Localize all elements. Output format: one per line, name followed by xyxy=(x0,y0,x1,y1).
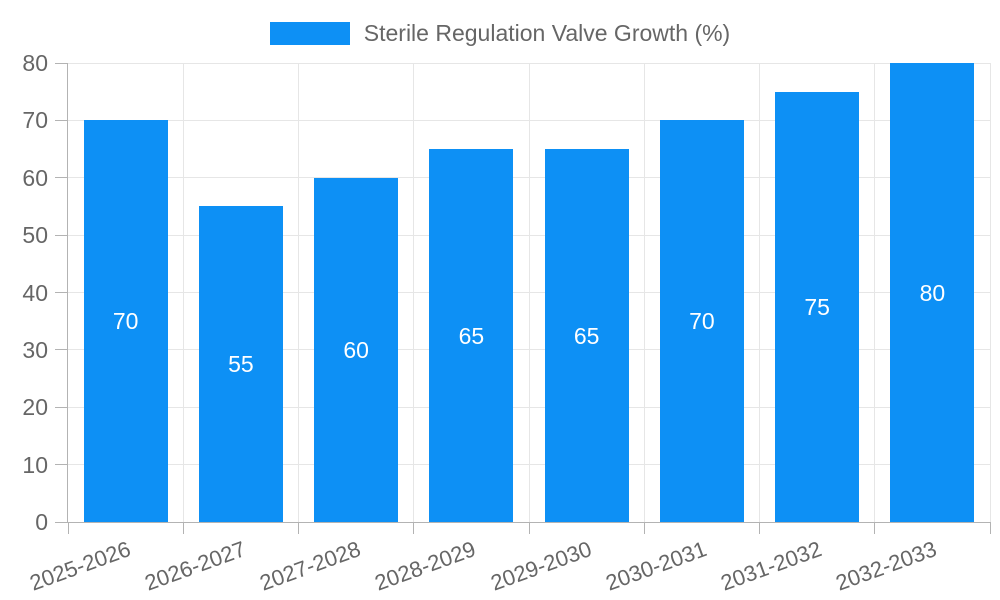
x-axis-tick xyxy=(182,522,184,534)
x-gridline xyxy=(182,63,184,522)
x-gridline xyxy=(759,63,760,522)
y-axis-tick xyxy=(55,521,67,523)
x-axis-tick xyxy=(298,522,299,534)
x-gridline xyxy=(413,63,415,522)
bar[interactable] xyxy=(890,63,975,522)
y-axis-tick-label: 50 xyxy=(22,222,48,249)
plot-area: 0 10 20 30 40 50 60 70 80 2025-2026 2026-2027 2027-… xyxy=(22,52,991,596)
bar[interactable] xyxy=(544,149,629,522)
y-axis-line xyxy=(67,63,68,522)
y-axis-tick xyxy=(55,119,67,121)
legend-item[interactable]: Sterile Regulation Valve Growth (%) xyxy=(269,20,731,47)
x-axis-tick xyxy=(413,522,415,534)
y-axis-tick-label: 60 xyxy=(22,164,48,191)
x-axis-tick xyxy=(759,522,760,534)
bar[interactable] xyxy=(775,91,860,522)
y-axis-tick xyxy=(55,406,67,408)
y-axis-tick-label: 30 xyxy=(22,336,48,363)
y-axis-tick-label: 20 xyxy=(22,394,48,421)
x-axis-line xyxy=(67,522,990,523)
bar[interactable] xyxy=(429,149,514,522)
y-axis-tick-label: 0 xyxy=(35,509,48,535)
x-axis-tick xyxy=(989,522,991,534)
bar[interactable] xyxy=(83,120,168,522)
x-axis-tick xyxy=(874,522,876,534)
x-gridline xyxy=(989,63,991,522)
y-axis-tick xyxy=(55,464,67,466)
x-gridline xyxy=(643,63,645,522)
legend: Sterile Regulation Valve Growth (%) xyxy=(0,20,1000,47)
y-axis-tick-label: 10 xyxy=(22,451,48,478)
y-axis-tick xyxy=(55,292,67,293)
y-axis-tick xyxy=(55,62,67,64)
x-axis-tick xyxy=(528,522,530,534)
y-axis-tick xyxy=(55,177,67,179)
y-axis-tick xyxy=(55,234,67,236)
y-axis-tick-label: 40 xyxy=(22,279,48,306)
x-gridline xyxy=(874,63,876,522)
legend-label: Sterile Regulation Valve Growth (%) xyxy=(363,20,731,46)
bar[interactable] xyxy=(659,120,744,522)
legend-swatch xyxy=(269,22,350,45)
x-gridline xyxy=(298,63,299,522)
y-axis-tick xyxy=(55,349,67,351)
bar[interactable] xyxy=(314,177,399,522)
x-axis-tick xyxy=(643,522,645,534)
bar[interactable] xyxy=(198,206,283,522)
x-gridline xyxy=(528,63,530,522)
x-axis-tick xyxy=(67,522,69,534)
y-axis-tick-label: 70 xyxy=(22,107,48,134)
y-axis-tick-label: 80 xyxy=(22,50,48,76)
